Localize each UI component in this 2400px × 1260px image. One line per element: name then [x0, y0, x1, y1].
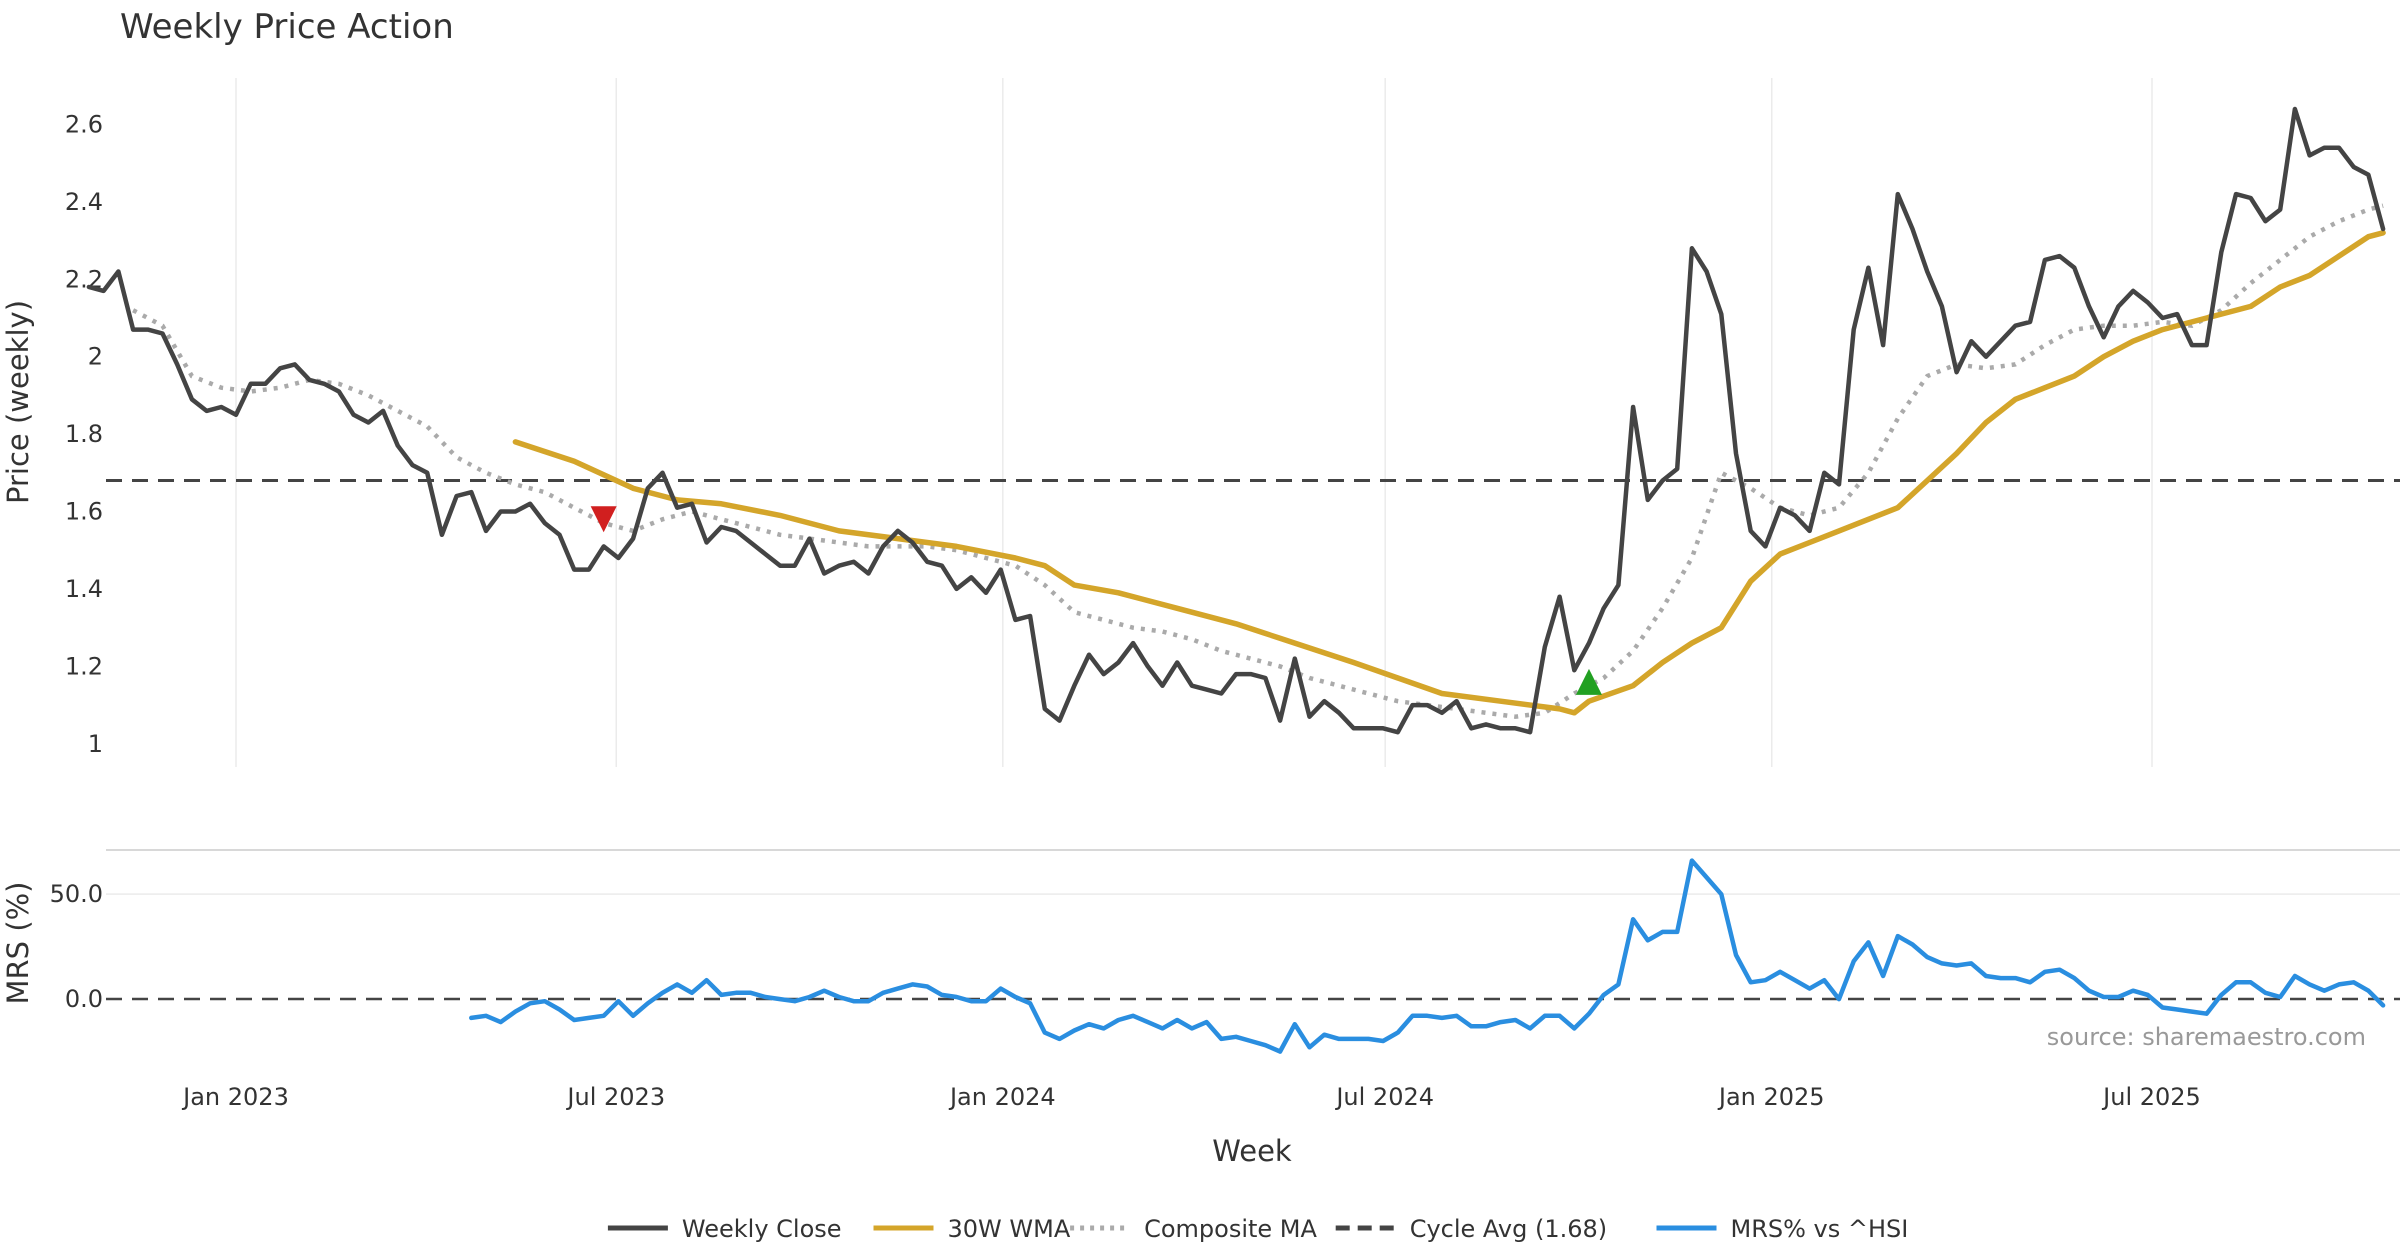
- series-line-weekly-close: [86, 106, 2386, 735]
- series-line-mrs-vs-hsi: [469, 858, 2386, 1054]
- legend-label-composite-ma: Composite MA: [1144, 1215, 1317, 1243]
- series-line-composite-ma: [132, 203, 2384, 719]
- sell-signal-marker: [590, 506, 617, 533]
- x-tick-label: Jul 2025: [2101, 1083, 2201, 1111]
- price-grid: [235, 78, 2153, 767]
- legend-label-mrs-vs-hsi: MRS% vs ^HSI: [1731, 1215, 1909, 1243]
- source-note: source: sharemaestro.com: [2047, 1023, 2366, 1051]
- legend-label-cycle-avg-1-68: Cycle Avg (1.68): [1410, 1215, 1607, 1243]
- price-y-tick-label: 1.8: [65, 420, 103, 448]
- mrs-y-axis-title: MRS (%): [1, 882, 35, 1005]
- mrs-y-tick-label: 50.0: [50, 880, 103, 908]
- x-axis-title: Week: [1212, 1134, 1292, 1168]
- price-y-tick-label: 2.6: [65, 110, 103, 138]
- legend: Weekly Close 30W WMA Composite MA Cycle Avg…: [607, 1215, 1909, 1243]
- x-tick-label: Jul 2024: [1334, 1083, 1434, 1111]
- mrs-grid: [106, 849, 2400, 895]
- x-tick-label: Jan 2025: [1717, 1083, 1825, 1111]
- x-axis: Jan 2023 Jul 2023 Jan 2024 Jul 2024 Jan 2025…: [181, 1083, 2201, 1111]
- price-panel: 11.21.41.61.822.22.42.6: [65, 106, 2400, 758]
- price-y-tick-label: 1: [88, 730, 103, 758]
- price-y-axis-title: Price (weekly): [1, 300, 35, 504]
- x-tick-label: Jan 2023: [181, 1083, 289, 1111]
- price-y-tick-label: 1.4: [65, 575, 103, 603]
- legend-label-weekly-close: Weekly Close: [682, 1215, 842, 1243]
- mrs-y-tick-label: 0.0: [65, 985, 103, 1013]
- legend-label-30w-wma: 30W WMA: [948, 1215, 1071, 1243]
- chart-title: Weekly Price Action: [120, 7, 454, 47]
- price-y-tick-label: 1.2: [65, 652, 103, 680]
- series-line-30w-wma: [512, 230, 2386, 716]
- mrs-panel: 0.0 50.0: [50, 858, 2400, 1054]
- price-y-tick-label: 2: [88, 343, 103, 371]
- x-tick-label: Jan 2024: [948, 1083, 1056, 1111]
- buy-signal-marker: [1575, 668, 1602, 695]
- price-y-tick-label: 2.4: [65, 188, 103, 216]
- price-y-tick-label: 1.6: [65, 498, 103, 526]
- x-tick-label: Jul 2023: [565, 1083, 665, 1111]
